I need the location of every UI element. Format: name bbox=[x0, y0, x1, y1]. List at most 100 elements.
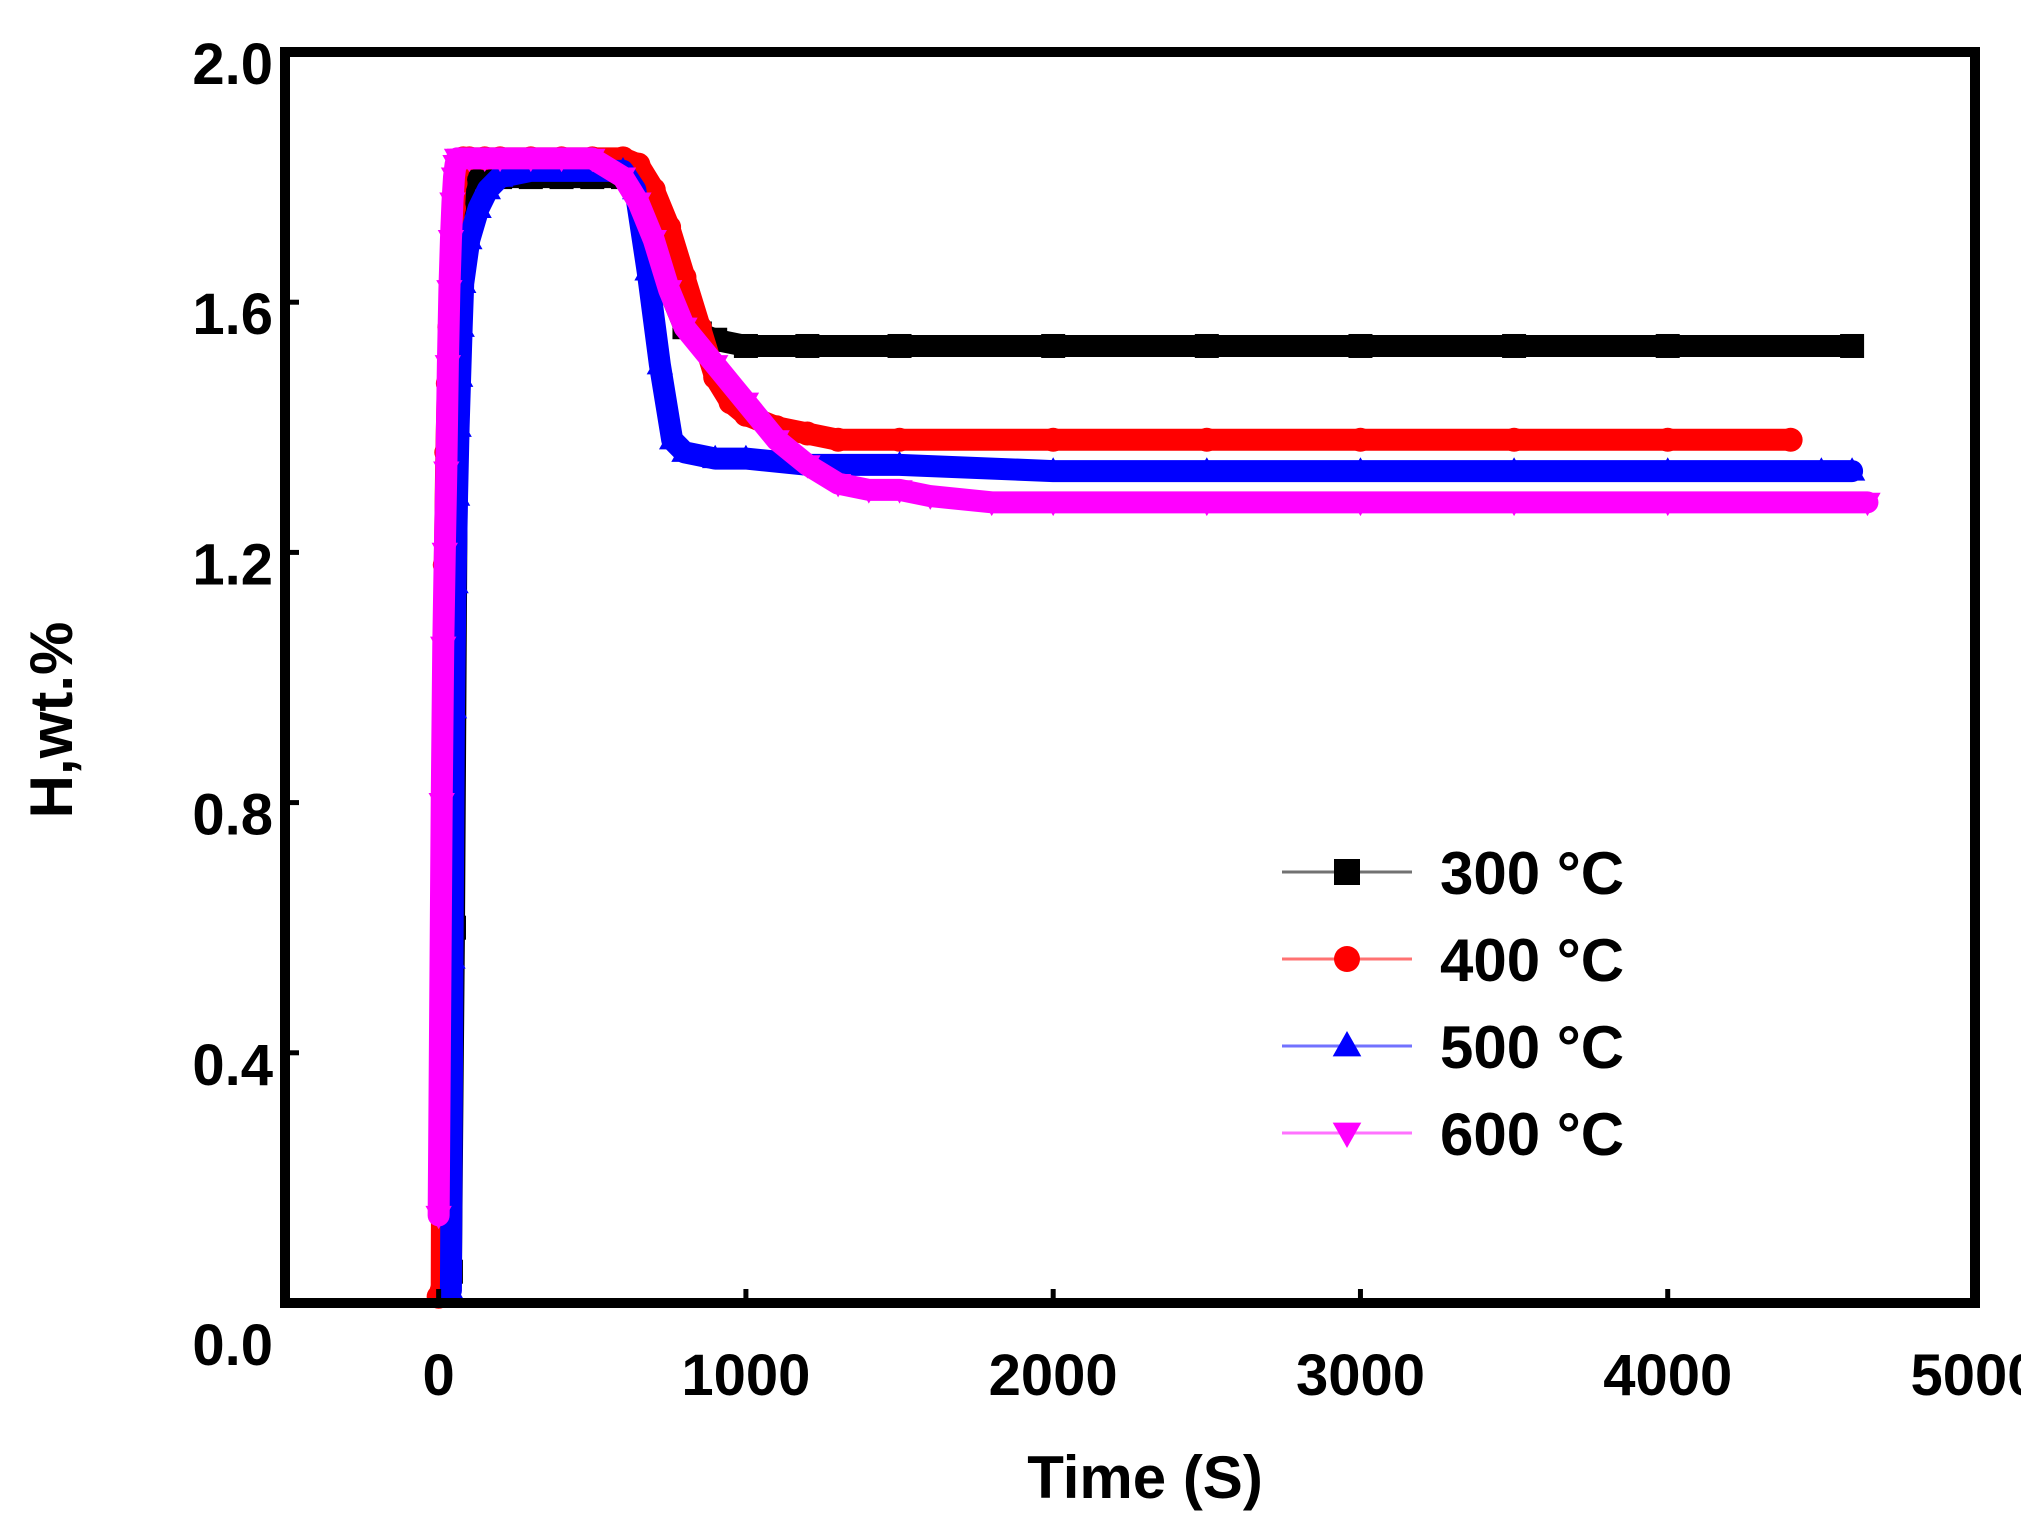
data-point bbox=[486, 148, 514, 173]
series-4 bbox=[425, 147, 1881, 1230]
y-axis-title: H,wt.% bbox=[18, 622, 85, 819]
data-point bbox=[733, 333, 758, 358]
data-point bbox=[548, 148, 575, 173]
legend-label: 600 °C bbox=[1440, 1101, 1624, 1168]
data-point bbox=[486, 163, 514, 187]
data-point bbox=[1500, 457, 1528, 481]
data-point bbox=[440, 167, 468, 191]
legend-marker bbox=[1334, 859, 1360, 885]
data-point bbox=[795, 333, 820, 358]
data-point bbox=[886, 480, 913, 504]
legend-item: 300 °C bbox=[1282, 840, 1624, 907]
legend: 300 °C 400 °C 500 °C 600 °C bbox=[1282, 840, 1624, 1168]
data-point bbox=[1500, 492, 1528, 517]
data-point bbox=[671, 317, 698, 342]
data-point bbox=[517, 148, 545, 173]
data-point bbox=[795, 421, 820, 446]
data-point bbox=[430, 636, 457, 661]
data-point bbox=[437, 230, 465, 254]
data-point bbox=[428, 793, 455, 817]
x-axis-title: Time (S) bbox=[1027, 1444, 1263, 1511]
data-point bbox=[437, 1276, 465, 1301]
data-point bbox=[1502, 333, 1527, 358]
data-point bbox=[732, 392, 760, 417]
x-tick-label: 3000 bbox=[1296, 1343, 1425, 1408]
data-point bbox=[1840, 333, 1865, 358]
y-tick-label: 0.4 bbox=[192, 1033, 273, 1098]
data-point bbox=[1193, 457, 1221, 481]
data-point bbox=[1194, 427, 1219, 452]
y-tick-label: 1.2 bbox=[192, 532, 273, 597]
y-tick-label: 1.6 bbox=[192, 282, 273, 347]
x-tick-label: 2000 bbox=[989, 1343, 1118, 1408]
data-point bbox=[1502, 427, 1527, 452]
series-line bbox=[427, 147, 1879, 1227]
data-point bbox=[1654, 492, 1681, 517]
data-point bbox=[646, 350, 674, 375]
legend-item: 500 °C bbox=[1282, 1014, 1624, 1081]
legend-label: 500 °C bbox=[1440, 1014, 1624, 1081]
data-point bbox=[824, 473, 852, 498]
data-point bbox=[1348, 427, 1373, 452]
data-point bbox=[1194, 333, 1219, 358]
legend-marker bbox=[1332, 1122, 1362, 1148]
data-point bbox=[671, 438, 698, 462]
data-point bbox=[1838, 457, 1866, 481]
data-point bbox=[436, 280, 463, 304]
data-point bbox=[609, 167, 637, 191]
plot-frame bbox=[280, 47, 1980, 1308]
data-point bbox=[433, 461, 460, 485]
legend-marker bbox=[1334, 946, 1360, 972]
data-point bbox=[1041, 427, 1066, 452]
data-point bbox=[886, 451, 913, 475]
data-point bbox=[855, 480, 883, 504]
x-tick-label: 4000 bbox=[1603, 1343, 1732, 1408]
data-point bbox=[1854, 492, 1881, 517]
data-point bbox=[1655, 333, 1680, 358]
data-point bbox=[434, 355, 462, 379]
legend-item: 600 °C bbox=[1282, 1101, 1624, 1168]
data-point bbox=[732, 444, 760, 469]
data-point bbox=[701, 355, 729, 379]
data-point bbox=[1193, 492, 1221, 517]
data-point bbox=[1654, 457, 1681, 481]
data-point bbox=[763, 430, 790, 454]
data-point bbox=[579, 148, 606, 173]
series-3 bbox=[437, 157, 1866, 1302]
data-point bbox=[456, 225, 483, 250]
data-point bbox=[425, 1205, 452, 1230]
data-point bbox=[887, 333, 912, 358]
data-point bbox=[794, 455, 821, 479]
data-point bbox=[658, 426, 686, 450]
x-tick-label: 0 bbox=[423, 1343, 455, 1408]
data-point bbox=[1808, 457, 1835, 481]
data-point bbox=[625, 192, 652, 216]
data-point bbox=[439, 192, 466, 216]
data-point bbox=[465, 194, 492, 218]
data-point bbox=[1039, 492, 1067, 517]
y-tick-label: 2.0 bbox=[192, 32, 273, 97]
legend-label: 400 °C bbox=[1440, 927, 1624, 994]
series-layer bbox=[425, 146, 1881, 1309]
data-point bbox=[431, 542, 458, 567]
y-tick-label: 0.8 bbox=[192, 783, 273, 848]
x-tick-label: 1000 bbox=[681, 1343, 810, 1408]
legend-label: 300 °C bbox=[1440, 840, 1624, 907]
legend-marker bbox=[1332, 1031, 1362, 1057]
data-point bbox=[917, 486, 944, 510]
data-point bbox=[1041, 333, 1066, 358]
data-point bbox=[887, 427, 912, 452]
data-point bbox=[1347, 457, 1374, 481]
data-point bbox=[1039, 457, 1067, 481]
data-point bbox=[1347, 492, 1374, 517]
data-point bbox=[640, 230, 667, 254]
y-tick-label: 0.0 bbox=[192, 1313, 273, 1378]
data-point bbox=[1348, 333, 1373, 358]
data-point bbox=[474, 175, 501, 200]
data-point bbox=[701, 444, 729, 469]
legend-item: 400 °C bbox=[1282, 927, 1624, 994]
data-point bbox=[655, 280, 683, 304]
